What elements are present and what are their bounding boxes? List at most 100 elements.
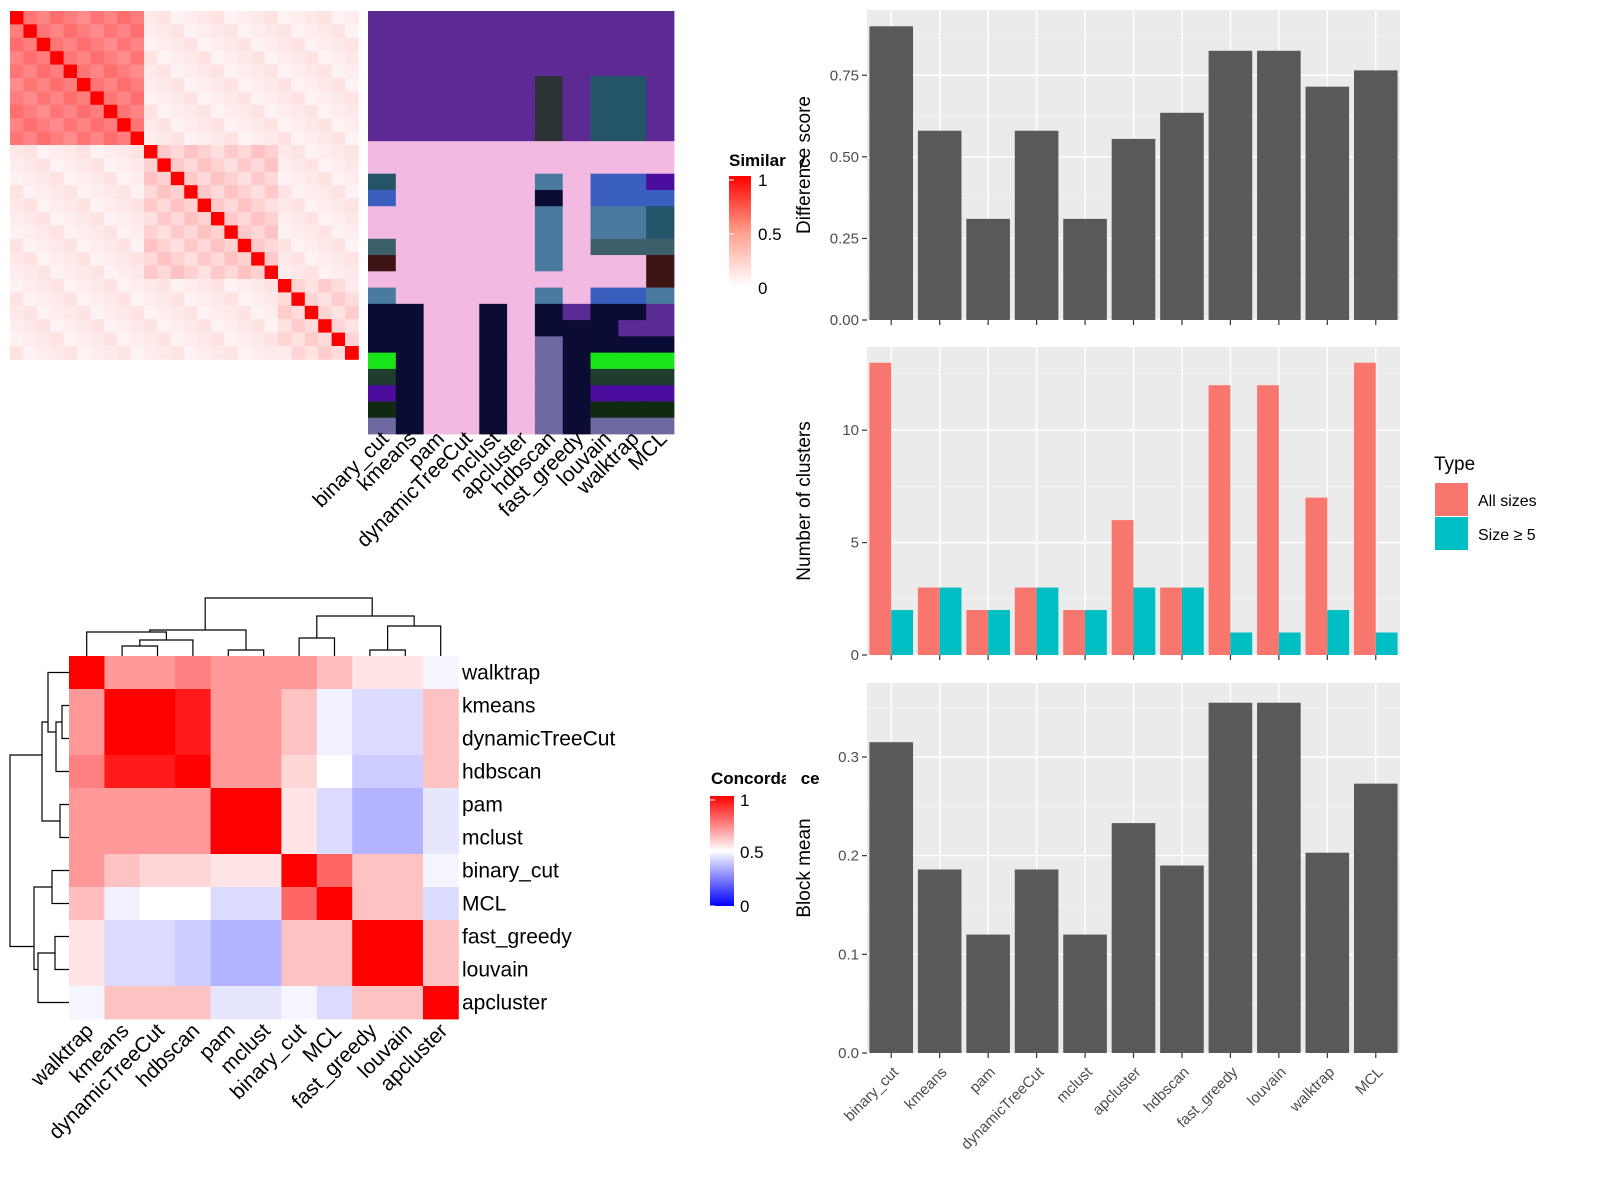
similarity-cell: [264, 198, 279, 213]
cluster-assignment-cell: [534, 157, 564, 175]
similarity-cell: [117, 305, 131, 320]
similarity-cell: [144, 185, 158, 199]
similarity-cell: [36, 279, 51, 293]
cluster-assignment-cell: [618, 124, 647, 142]
similarity-cell: [197, 158, 212, 173]
similarity-cell: [90, 171, 105, 186]
cluster-assignment-cell: [507, 76, 536, 93]
cluster-assignment-cell: [395, 238, 425, 256]
similarity-cell: [318, 78, 332, 92]
bar-size-ge-5: [891, 610, 914, 655]
similarity-cell: [331, 238, 346, 253]
similarity-cell: [63, 238, 78, 253]
similarity-cell: [77, 158, 91, 173]
similarity-cell: [278, 37, 292, 52]
similarity-cell: [197, 332, 212, 347]
similarity-cell: [103, 212, 118, 226]
cluster-assignment-cell: [590, 43, 619, 61]
similarity-cell: [345, 118, 359, 132]
similarity-cell: [170, 238, 185, 253]
cluster-assignment-cell: [479, 368, 508, 386]
cluster-assignment-cell: [479, 255, 508, 272]
similarity-cell: [184, 252, 198, 266]
similarity-cell: [36, 212, 51, 226]
cluster-assignment-cell: [368, 43, 397, 61]
cluster-assignment-cell: [451, 92, 480, 110]
similarity-cell: [264, 238, 279, 253]
similarity-cell: [211, 145, 225, 159]
similarity-cell: [197, 118, 212, 132]
cluster-assignment-cell: [562, 76, 591, 93]
similarity-cell: [291, 11, 306, 25]
similarity-cell: [237, 346, 252, 360]
similarity-cell: [170, 37, 185, 52]
bar: [869, 742, 914, 1053]
similarity-cell: [130, 91, 145, 106]
cluster-assignment-cell: [534, 92, 564, 110]
similarity-cell: [251, 185, 265, 199]
concordance-colorbar: [710, 796, 734, 906]
column-dendrogram-branch: [139, 639, 194, 656]
concordance-cell: [69, 854, 105, 888]
similarity-cell: [278, 238, 292, 253]
cluster-assignment-cell: [590, 124, 619, 142]
bar: [1305, 86, 1350, 321]
cluster-assignment-cell: [646, 124, 675, 142]
cluster-assignment-cell: [618, 11, 647, 28]
similarity-cell: [224, 145, 239, 159]
similarity-cell: [117, 225, 131, 240]
cluster-assignment-cell: [479, 27, 508, 44]
cluster-assignment-cell: [590, 189, 619, 207]
similarity-cell: [170, 212, 185, 226]
cluster-assignment-cell: [590, 238, 619, 256]
similarity-cell: [63, 319, 78, 333]
similarity-cell: [304, 225, 319, 240]
difference-score-panel: 0.00 0.25 0.50 0.75 Difference score: [794, 10, 1400, 329]
similarity-cell: [251, 346, 265, 360]
similarity-cell: [318, 64, 332, 79]
cluster-assignment-cell: [507, 401, 536, 419]
similarity-cell: [345, 37, 359, 52]
similarity-cell: [184, 238, 198, 253]
similarity-cell: [157, 51, 172, 65]
similarity-cell: [211, 279, 225, 293]
similarity-cell: [103, 171, 118, 186]
cluster-assignment-cell: [451, 238, 480, 256]
similarity-cell: [318, 145, 332, 159]
similarity-cell: [264, 305, 279, 320]
similarity-cell: [331, 131, 346, 146]
similarity-cell: [291, 185, 306, 199]
similarity-cell: [170, 225, 185, 240]
similarity-cell: [304, 24, 319, 39]
similarity-cell: [77, 198, 91, 213]
similarity-cell: [331, 51, 346, 65]
concordance-cell: [423, 920, 459, 954]
cluster-assignment-cell: [423, 255, 452, 272]
cluster-assignment-cell: [562, 222, 591, 240]
similarity-cell: [345, 238, 359, 253]
similarity-cell: [251, 212, 265, 226]
similarity-cell: [144, 131, 158, 146]
cluster-assignment-cell: [646, 76, 675, 93]
similarity-cell: [50, 104, 64, 119]
cluster-assignment-cell: [618, 368, 647, 386]
cluster-assignment-cell: [646, 303, 675, 321]
cluster-assignment-cell: [562, 352, 591, 370]
cluster-assignment-cell: [507, 11, 536, 28]
similarity-cell: [304, 104, 319, 119]
cluster-assignment-cell: [507, 336, 536, 354]
similarity-cell: [10, 145, 24, 159]
cluster-assignment-cell: [562, 189, 591, 207]
cluster-assignment-cell: [618, 92, 647, 110]
similarity-cell: [197, 104, 212, 119]
similarity-cell: [184, 11, 198, 25]
cluster-assignment-cell: [590, 76, 619, 93]
similarity-cell: [184, 118, 198, 132]
concordance-cell: [316, 854, 353, 888]
concordance-cell: [281, 788, 318, 822]
similarity-cell: [130, 24, 145, 39]
similarity-cell: [63, 91, 78, 106]
similarity-cell: [345, 11, 359, 25]
similarity-cell: [197, 171, 212, 186]
concordance-cell: [139, 722, 176, 756]
